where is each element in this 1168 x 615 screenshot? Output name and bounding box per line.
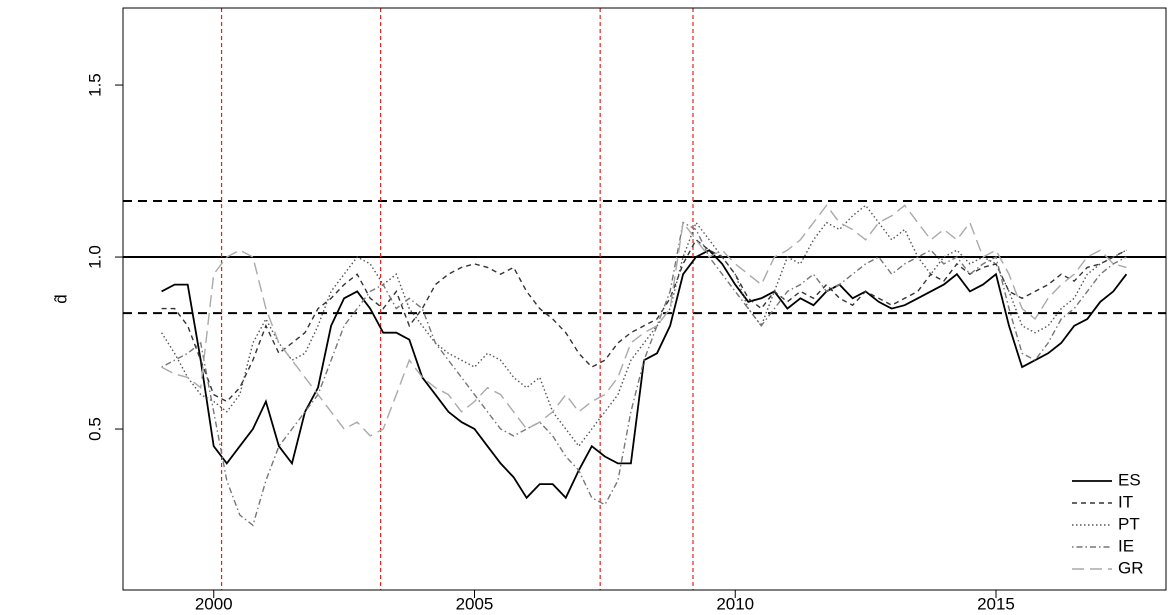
x-tick-label: 2010: [716, 594, 754, 613]
y-tick-label: 0.5: [85, 417, 104, 441]
series-line: [161, 238, 1127, 403]
legend-label: PT: [1118, 514, 1140, 533]
legend-label: ES: [1118, 470, 1141, 489]
series-line: [161, 204, 1127, 437]
y-tick-label: 1.5: [85, 73, 104, 97]
y-tick-label: 1.0: [85, 245, 104, 269]
legend-label: GR: [1118, 558, 1144, 577]
series-line: [161, 221, 1127, 527]
legend-label: IE: [1118, 536, 1134, 555]
x-tick-label: 2000: [195, 594, 233, 613]
series-line: [161, 249, 1128, 500]
legend-label: IT: [1118, 492, 1133, 511]
y-axis-label: d̂: [51, 294, 70, 303]
x-tick-label: 2015: [977, 594, 1015, 613]
x-tick-label: 2005: [456, 594, 494, 613]
plot-frame: [122, 7, 1167, 591]
series-line: [161, 204, 1127, 448]
